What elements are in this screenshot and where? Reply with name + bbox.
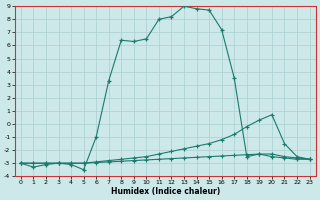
X-axis label: Humidex (Indice chaleur): Humidex (Indice chaleur) (111, 187, 220, 196)
